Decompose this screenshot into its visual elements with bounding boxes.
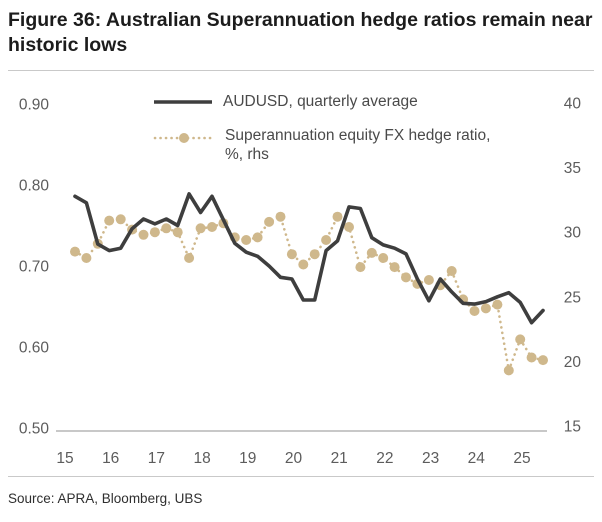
x-axis-tick-label: 17 bbox=[148, 450, 165, 467]
audusd-line bbox=[73, 192, 545, 325]
hedge-ratio-point bbox=[286, 249, 297, 260]
right-axis-tick-label: 15 bbox=[564, 419, 581, 436]
hedge-ratio-point bbox=[366, 247, 377, 258]
x-axis-tick-label: 18 bbox=[193, 450, 210, 467]
right-axis-tick-label: 25 bbox=[564, 289, 581, 306]
x-axis-tick-label: 25 bbox=[513, 450, 530, 467]
hedge-ratio-point bbox=[538, 355, 548, 366]
hedge-ratio-point bbox=[446, 266, 457, 276]
hedge-ratio-point bbox=[81, 253, 92, 263]
hedge-ratio-point bbox=[469, 306, 480, 316]
hedge-ratio-point bbox=[195, 223, 206, 234]
hedge-ratio-point bbox=[321, 235, 332, 245]
hedge-ratio-point bbox=[241, 235, 252, 245]
right-axis-tick-label: 20 bbox=[564, 354, 582, 371]
hedge-ratio-point bbox=[115, 214, 126, 225]
source-note: Source: APRA, Bloomberg, UBS bbox=[8, 491, 203, 506]
hedge-ratio-point bbox=[207, 222, 217, 232]
hedge-ratio-point bbox=[378, 253, 389, 263]
right-axis-tick-label: 35 bbox=[564, 160, 581, 177]
legend-item-hedge-ratio: Superannuation equity FX hedge ratio, %,… bbox=[153, 127, 490, 165]
hedge-ratio-dotted-line bbox=[73, 214, 545, 376]
x-axis-tick-label: 16 bbox=[102, 450, 119, 467]
chart-legend: AUDUSD, quarterly average Superannuation… bbox=[153, 93, 490, 165]
x-axis-tick-label: 24 bbox=[468, 450, 486, 467]
hedge-ratio-point bbox=[172, 227, 183, 238]
hedge-ratio-point bbox=[515, 334, 526, 345]
hedge-ratio-point bbox=[480, 303, 491, 314]
hedge-ratio-point bbox=[401, 272, 411, 283]
hedge-ratio-point bbox=[264, 216, 275, 227]
legend-label-hedge-ratio-line2: %, rhs bbox=[225, 145, 269, 163]
hedge-ratio-point bbox=[70, 246, 80, 257]
footer-separator bbox=[8, 476, 594, 477]
legend-label-hedge-ratio-line1: Superannuation equity FX hedge ratio, bbox=[225, 126, 491, 144]
x-axis-tick-label: 21 bbox=[331, 450, 348, 467]
hedge-ratio-point bbox=[423, 275, 434, 285]
hedge-ratio-point bbox=[332, 211, 343, 222]
left-axis-tick-label: 0.50 bbox=[19, 421, 50, 438]
hedge-ratio-point bbox=[161, 223, 172, 234]
hedge-ratio-point bbox=[526, 352, 537, 363]
legend-label-hedge-ratio: Superannuation equity FX hedge ratio, %,… bbox=[225, 127, 490, 165]
hedge-ratio-point bbox=[389, 262, 400, 273]
hedge-ratio-point bbox=[149, 227, 160, 238]
left-axis-tick-label: 0.80 bbox=[19, 178, 50, 195]
x-axis-tick-label: 20 bbox=[285, 450, 303, 467]
x-axis-tick-label: 23 bbox=[422, 450, 439, 467]
title-separator bbox=[8, 70, 594, 71]
hedge-ratio-point bbox=[184, 253, 195, 263]
hedge-ratio-point bbox=[344, 222, 354, 232]
figure-title: Figure 36: Australian Superannuation hed… bbox=[8, 9, 593, 57]
hedge-ratio-point bbox=[275, 211, 286, 222]
right-axis-tick-label: 30 bbox=[564, 225, 582, 242]
hedge-ratio-point bbox=[309, 249, 320, 260]
x-axis-tick-label: 15 bbox=[56, 450, 73, 467]
hedge-ratio-point bbox=[104, 215, 115, 226]
legend-label-audusd: AUDUSD, quarterly average bbox=[223, 93, 418, 110]
hedge-ratio-point bbox=[503, 365, 514, 376]
x-axis-tick-label: 22 bbox=[376, 450, 393, 467]
solid-line-icon bbox=[154, 100, 212, 104]
legend-item-audusd: AUDUSD, quarterly average bbox=[153, 93, 490, 112]
left-axis-tick-label: 0.70 bbox=[19, 259, 50, 276]
hedge-ratio-point bbox=[492, 299, 503, 310]
dotted-line-icon bbox=[153, 132, 215, 143]
hedge-ratio-point bbox=[252, 232, 263, 243]
hedge-ratio-point bbox=[298, 259, 309, 270]
hedge-ratio-point bbox=[355, 262, 366, 273]
right-axis-tick-label: 40 bbox=[564, 96, 582, 113]
x-axis-tick-label: 19 bbox=[239, 450, 256, 467]
hedge-ratio-point bbox=[138, 229, 149, 240]
left-axis-tick-label: 0.60 bbox=[19, 340, 50, 357]
left-axis-tick-label: 0.90 bbox=[19, 97, 50, 114]
